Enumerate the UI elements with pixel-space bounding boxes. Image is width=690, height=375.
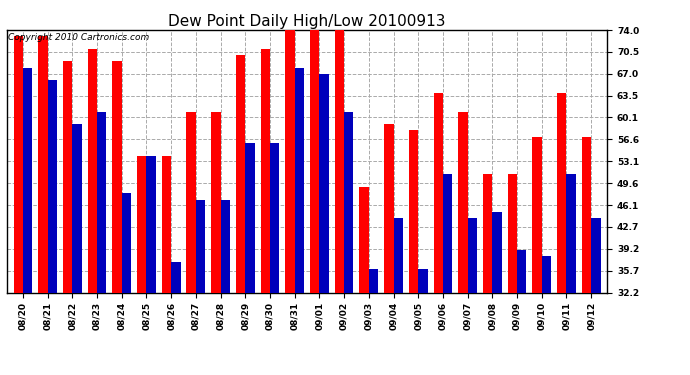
Bar [483,174,493,292]
Bar [285,30,295,292]
Bar [409,130,418,292]
Title: Dew Point Daily High/Low 20100913: Dew Point Daily High/Low 20100913 [168,14,446,29]
Bar [310,30,319,292]
Bar [161,156,171,292]
Bar [517,250,526,292]
Bar [433,93,443,292]
Bar [393,218,403,292]
Bar [112,62,121,292]
Bar [344,112,353,292]
Bar [335,30,344,292]
Bar [186,112,196,292]
Bar [458,112,468,292]
Bar [591,218,600,292]
Bar [468,218,477,292]
Bar [121,193,131,292]
Bar [443,174,453,292]
Bar [63,62,72,292]
Bar [261,49,270,292]
Bar [384,124,393,292]
Bar [533,137,542,292]
Bar [23,68,32,292]
Bar [319,74,329,292]
Bar [557,93,566,292]
Bar [221,200,230,292]
Bar [137,156,146,292]
Bar [97,112,106,292]
Bar [418,268,428,292]
Bar [542,256,551,292]
Bar [270,143,279,292]
Bar [369,268,378,292]
Bar [508,174,517,292]
Bar [359,187,369,292]
Bar [48,80,57,292]
Bar [72,124,81,292]
Bar [88,49,97,292]
Text: Copyright 2010 Cartronics.com: Copyright 2010 Cartronics.com [8,33,149,42]
Bar [493,212,502,292]
Bar [211,112,221,292]
Bar [38,36,48,292]
Bar [566,174,576,292]
Bar [14,36,23,292]
Bar [171,262,181,292]
Bar [295,68,304,292]
Bar [196,200,205,292]
Bar [582,137,591,292]
Bar [146,156,156,292]
Bar [245,143,255,292]
Bar [236,55,245,292]
